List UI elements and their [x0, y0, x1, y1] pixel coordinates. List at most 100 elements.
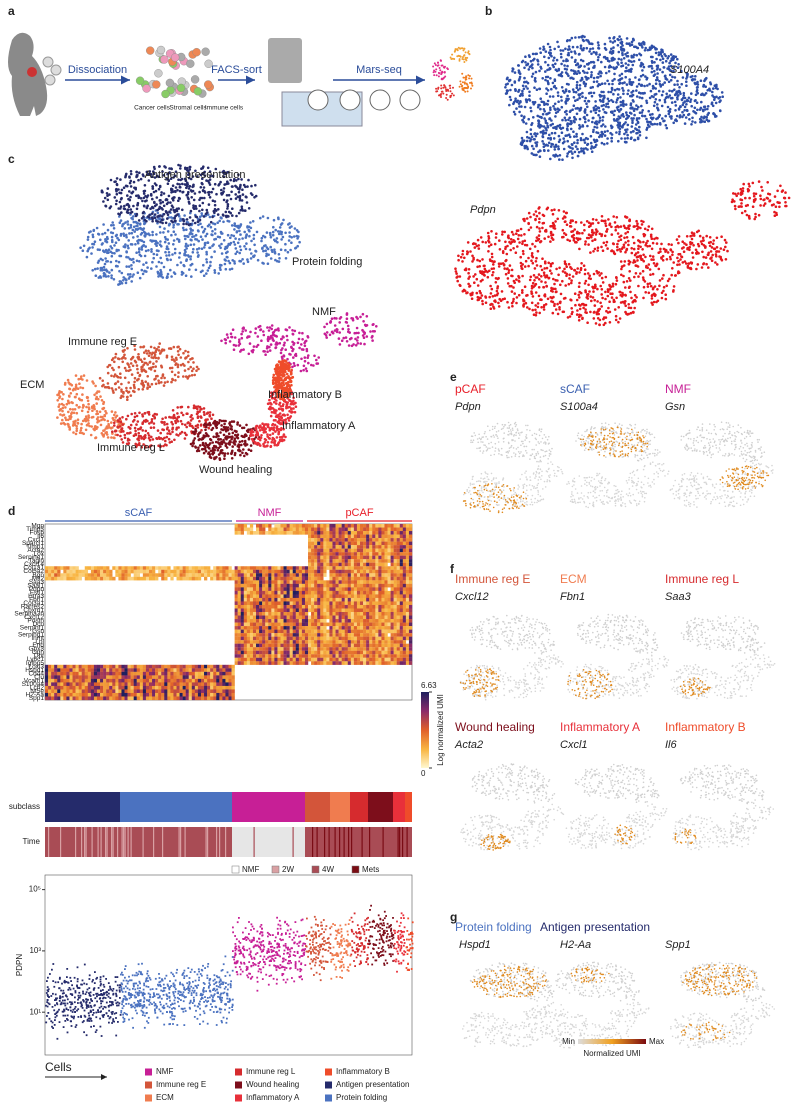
cell-dot	[518, 234, 521, 237]
cell-dot	[648, 65, 651, 68]
cell-dot	[651, 237, 654, 240]
cell-dot	[561, 119, 564, 122]
cell-dot	[691, 234, 694, 237]
cell-dot	[523, 117, 526, 120]
cell-dot	[563, 268, 566, 271]
cell-dot	[748, 185, 751, 188]
cell-dot	[502, 252, 505, 255]
cell-dot	[774, 195, 777, 198]
cell-dot	[639, 64, 642, 67]
cell-dot	[252, 220, 255, 223]
cell-dot	[746, 214, 749, 217]
cell-dot	[517, 238, 520, 241]
cell-dot	[477, 239, 480, 242]
cell-dot	[457, 259, 460, 262]
cell-dot	[616, 216, 619, 219]
cell-dot	[618, 51, 621, 54]
cell-dot	[694, 83, 697, 86]
cell-dot	[607, 106, 610, 109]
cell	[177, 84, 185, 92]
cell-dot	[615, 283, 618, 286]
cell-dot	[625, 66, 628, 69]
cell-dot	[253, 234, 256, 237]
cell-dot	[609, 40, 612, 43]
cell-dot	[461, 85, 463, 87]
cell-dot	[573, 96, 576, 99]
cell-dot	[195, 269, 198, 272]
cell-dot	[619, 122, 622, 125]
cell-dot	[131, 218, 134, 221]
cell-dot	[559, 154, 562, 157]
cell-dot	[543, 294, 546, 297]
cell-dot	[449, 85, 451, 87]
cell-dot	[705, 263, 708, 266]
cell-dot	[593, 273, 596, 276]
cell	[162, 90, 170, 98]
cell-dot	[560, 73, 563, 76]
cell-dot	[656, 288, 659, 291]
cell-dot	[523, 233, 526, 236]
cell-dot	[669, 248, 672, 251]
cell-dot	[124, 227, 127, 230]
panel-label: c	[8, 152, 15, 166]
cell-dot	[463, 58, 465, 60]
cell-dot	[627, 64, 630, 67]
cell-dot	[607, 218, 610, 221]
cell-dot	[561, 280, 564, 283]
cell-dot	[545, 121, 548, 124]
cell	[171, 54, 179, 62]
cell-dot	[612, 285, 615, 288]
cell-dot	[664, 99, 667, 102]
cell-dot	[599, 95, 602, 98]
cell-dot	[610, 140, 613, 143]
cell-dot	[536, 215, 539, 218]
cell-dot	[210, 226, 213, 229]
cell-dot	[610, 250, 613, 253]
cell-dot	[531, 145, 534, 148]
cell-dot	[521, 142, 524, 145]
cell-dot	[670, 274, 673, 277]
cell-dot	[459, 275, 462, 278]
cell-dot	[669, 94, 672, 97]
cell-dot	[624, 286, 627, 289]
cell-dot	[86, 256, 89, 259]
cell-dot	[501, 290, 504, 293]
cell-dot	[584, 289, 587, 292]
cell-dot	[678, 263, 681, 266]
cell-dot	[623, 49, 626, 52]
cell-dot	[178, 256, 181, 259]
cell-dot	[436, 90, 438, 92]
cell-dot	[623, 225, 626, 228]
cell-dot	[132, 236, 135, 239]
cell	[43, 57, 53, 67]
cell-dot	[493, 267, 496, 270]
cell-dot	[186, 235, 189, 238]
cell-dot	[662, 90, 665, 93]
cell-dot	[461, 73, 463, 75]
cell-dot	[651, 228, 654, 231]
cell-dot	[133, 221, 136, 224]
cell-dot	[674, 101, 677, 104]
cell-dot	[94, 240, 97, 243]
cell-dot	[714, 261, 717, 264]
cell-dot	[638, 83, 641, 86]
cell-dot	[627, 231, 630, 234]
cell-dot	[568, 274, 571, 277]
cell-dot	[549, 137, 552, 140]
cell-dot	[495, 281, 498, 284]
cell-dot	[612, 283, 615, 286]
cell-dot	[595, 144, 598, 147]
cell-dot	[624, 53, 627, 56]
cell-dot	[620, 48, 623, 51]
cell-dot	[603, 242, 606, 245]
cell-dot	[579, 84, 582, 87]
cell-dot	[141, 269, 144, 272]
cell-dot	[646, 245, 649, 248]
cell-dot	[638, 126, 641, 129]
cell-dot	[594, 248, 597, 251]
cell-dot	[587, 243, 590, 246]
cell-dot	[620, 104, 623, 107]
cell-dot	[504, 86, 507, 89]
cell-dot	[555, 308, 558, 311]
cell-dot	[234, 243, 237, 246]
